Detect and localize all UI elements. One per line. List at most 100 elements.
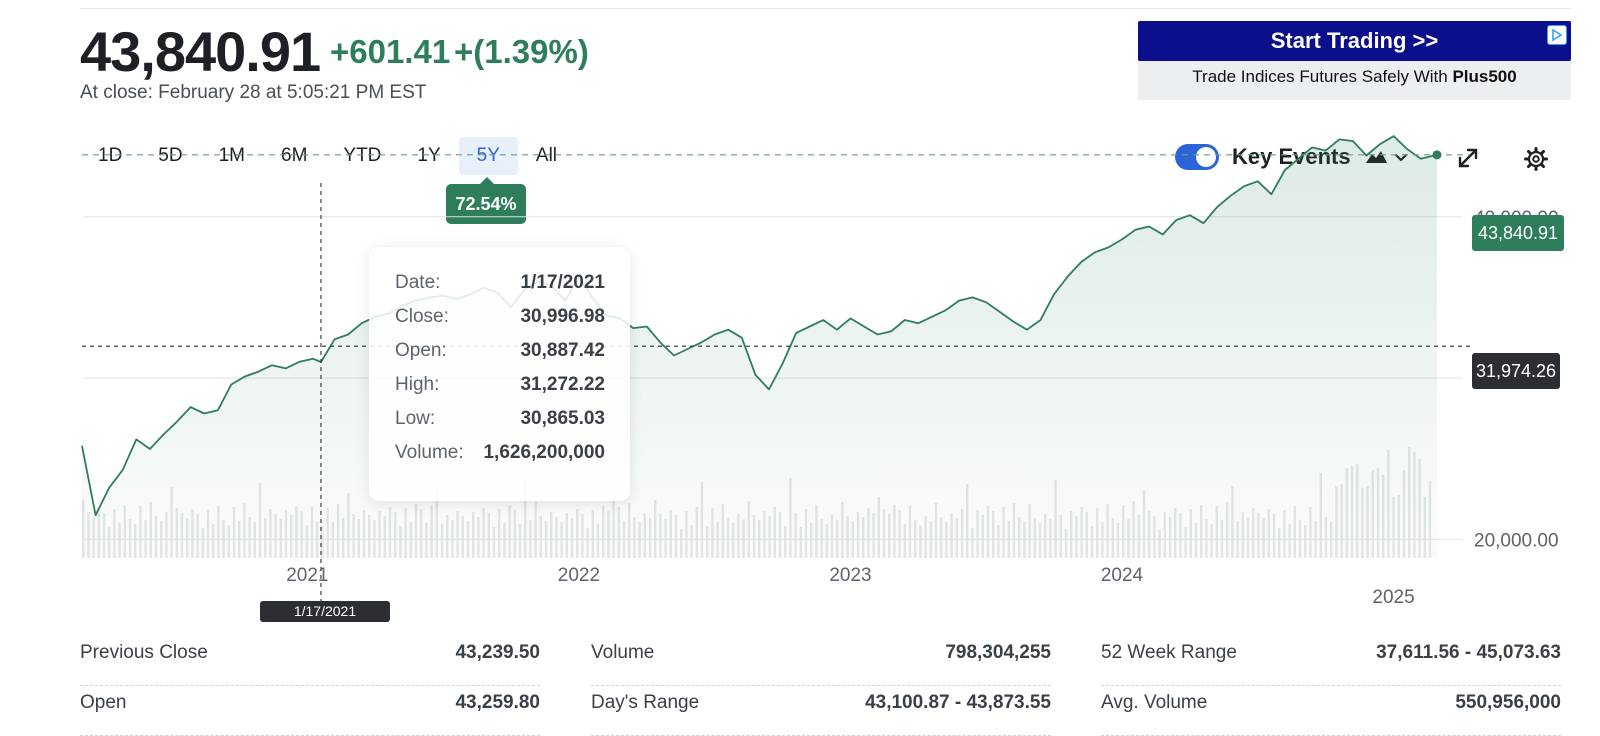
volume-bar [1012, 503, 1016, 558]
start-trading-button[interactable]: Start Trading >> [1138, 21, 1571, 61]
range-change-badge: 72.54% [446, 177, 526, 224]
volume-bar [867, 508, 870, 558]
volume-bar [170, 487, 173, 558]
tooltip-high-row: High: 31,272.22 [395, 373, 605, 397]
volume-bar [945, 522, 948, 558]
range-1y-button[interactable]: 1Y [417, 145, 441, 166]
volume-bar [1184, 527, 1187, 558]
volume-bar [919, 525, 922, 558]
stat-value: 43,239.50 [455, 642, 540, 663]
expand-icon [1458, 148, 1478, 168]
ad-banner[interactable]: Start Trading >> Trade Indices Futures S… [1138, 21, 1571, 100]
volume-bar [113, 509, 116, 558]
volume-bar [747, 501, 750, 558]
stat-value: 37,611.56 - 45,073.63 [1376, 642, 1561, 663]
volume-bar [893, 505, 896, 558]
volume-bar [695, 507, 698, 558]
volume-bar [1116, 523, 1120, 558]
range-1m-button[interactable]: 1M [218, 145, 245, 166]
volume-bar [612, 495, 615, 558]
volume-bar [981, 515, 984, 558]
volume-bar [888, 514, 891, 558]
toggle-knob [1196, 147, 1216, 167]
x-tick-label: 2025 [1372, 587, 1414, 608]
volume-bar [648, 518, 652, 558]
volume-bar [154, 516, 158, 558]
stat-days-range: Day's Range 43,100.87 - 43,873.55 [591, 686, 1051, 736]
volume-bar [87, 512, 90, 558]
volume-bar [1028, 504, 1031, 558]
volume-bar [1423, 497, 1426, 558]
volume-bar [139, 506, 142, 558]
price-area-fill [82, 136, 1437, 558]
volume-bar [784, 526, 787, 558]
volume-bar [1397, 495, 1400, 558]
range-1d-button[interactable]: 1D [98, 145, 123, 166]
volume-bar [1241, 512, 1244, 558]
range-6m-button[interactable]: 6M [281, 145, 308, 166]
volume-bar [534, 502, 537, 558]
range-5y-button[interactable]: 5Y [458, 137, 518, 175]
price-change: +601.41 [330, 33, 451, 70]
stat-label: Volume [591, 642, 655, 663]
volume-bar [1070, 511, 1073, 558]
y-tick-label: 20,000.00 [1474, 530, 1559, 551]
volume-bar [877, 497, 880, 558]
volume-bar [394, 512, 397, 558]
volume-bar [118, 523, 121, 558]
fullscreen-button[interactable] [1456, 146, 1480, 170]
tooltip-label: Close: [395, 306, 449, 327]
volume-bar [477, 517, 480, 558]
ad-tagline-text: Trade Indices Futures Safely With [1192, 67, 1453, 86]
volume-bar [414, 504, 418, 558]
volume-bar [300, 511, 303, 558]
volume-bar [804, 509, 808, 558]
volume-bar [482, 508, 485, 558]
volume-bar [628, 503, 631, 558]
volume-bar [539, 516, 542, 558]
volume-bar [1262, 518, 1265, 558]
volume-bar [102, 513, 106, 558]
volume-bar [258, 483, 262, 558]
volume-bar [446, 515, 449, 558]
volume-bar [1059, 515, 1062, 558]
volume-bar [1179, 513, 1182, 558]
range-all-button[interactable]: All [535, 145, 558, 166]
volume-bar [1387, 450, 1390, 558]
volume-bar [1080, 507, 1083, 558]
tooltip-close-row: Close: 30,996.98 [395, 305, 605, 329]
volume-bar [1428, 481, 1432, 558]
volume-bar [440, 524, 444, 558]
last-price-label: 43,840.91 [1472, 215, 1564, 251]
key-events-toggle[interactable] [1175, 144, 1219, 170]
tooltip-value: 1,626,200,000 [483, 442, 605, 463]
ad-choices-icon[interactable] [1547, 25, 1567, 45]
volume-bar [617, 507, 620, 558]
stat-label: Day's Range [591, 692, 700, 713]
volume-bar [232, 507, 236, 558]
stat-label: Previous Close [80, 642, 208, 663]
volume-bar [1226, 502, 1229, 558]
volume-bar [1127, 519, 1130, 558]
volume-bar [1064, 529, 1068, 558]
volume-bar [700, 482, 704, 558]
tooltip-label: Low: [395, 408, 436, 429]
volume-bar [1085, 512, 1088, 558]
volume-bar [336, 504, 340, 558]
volume-bar [362, 510, 366, 558]
volume-bar [92, 517, 95, 558]
volume-bar [1283, 510, 1286, 558]
range-5d-button[interactable]: 5D [158, 145, 183, 166]
volume-bar [544, 521, 548, 558]
volume-bar [950, 513, 953, 558]
volume-bar [643, 513, 646, 558]
price-change-percent: +(1.39%) [454, 33, 589, 70]
volume-bar [1345, 468, 1348, 558]
chart-settings-button[interactable] [1524, 147, 1548, 171]
stats-column-3: 52 Week Range 37,611.56 - 45,073.63 Avg. … [1101, 636, 1561, 736]
chart-type-dropdown[interactable] [1366, 148, 1410, 168]
ad-brand: Plus500 [1452, 67, 1517, 86]
volume-bar [1272, 514, 1276, 558]
range-ytd-button[interactable]: YTD [343, 145, 382, 166]
